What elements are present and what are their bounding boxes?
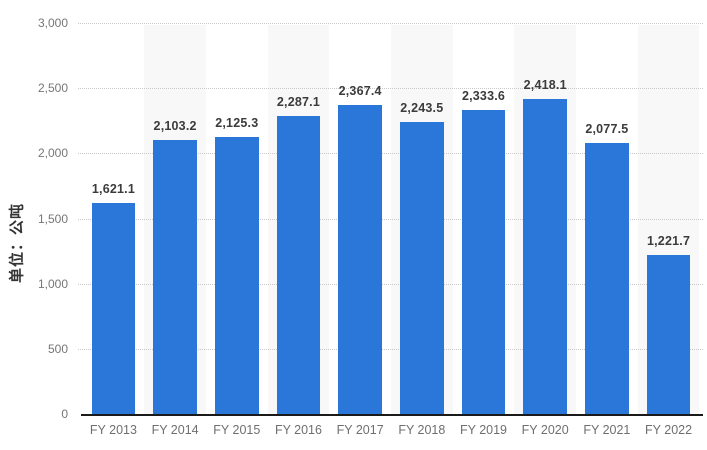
- y-tick-label: 3,000: [37, 16, 68, 30]
- y-tick-label: 0: [61, 407, 68, 421]
- bar[interactable]: [153, 139, 197, 414]
- y-tick-label: 1,500: [37, 211, 68, 226]
- bar[interactable]: [276, 115, 321, 414]
- value-label: 2,077.5: [585, 122, 629, 137]
- value-label: 2,333.6: [461, 88, 506, 103]
- value-label: 1,621.1: [91, 181, 135, 196]
- y-tick-label: 1,000: [37, 276, 68, 291]
- x-tick-label: FY 2019: [459, 423, 508, 437]
- bar[interactable]: [646, 254, 691, 414]
- bar[interactable]: [338, 105, 382, 414]
- grid-line: [78, 88, 703, 90]
- bar[interactable]: [215, 137, 259, 414]
- value-label: 2,125.3: [215, 116, 259, 130]
- value-label: 2,287.1: [276, 94, 321, 109]
- value-label: 1,221.7: [646, 233, 691, 248]
- y-tick-label: 2,000: [37, 146, 68, 161]
- value-label: 2,243.5: [400, 100, 444, 115]
- grid-line: [78, 23, 703, 24]
- grid-line: [78, 153, 703, 155]
- x-axis-line: [81, 414, 703, 416]
- x-tick-label: FY 2018: [398, 423, 446, 437]
- grid-line: [78, 348, 703, 350]
- value-label: 2,103.2: [153, 118, 197, 133]
- y-tick-label: 500: [47, 341, 68, 356]
- x-tick-label: FY 2013: [89, 423, 137, 437]
- x-tick-label: FY 2021: [583, 423, 631, 437]
- grid-line: [78, 283, 703, 285]
- x-tick-label: FY 2020: [521, 423, 569, 437]
- grid-line: [78, 218, 703, 220]
- value-label: 2,367.4: [338, 84, 382, 99]
- value-label: 2,418.1: [523, 77, 567, 92]
- bar[interactable]: [400, 121, 444, 414]
- bar[interactable]: [585, 143, 629, 414]
- x-tick-label: FY 2017: [336, 423, 384, 437]
- bar[interactable]: [523, 98, 567, 414]
- x-tick-label: FY 2015: [213, 423, 261, 437]
- x-tick-label: FY 2014: [151, 423, 199, 437]
- x-tick-label: FY 2022: [645, 423, 693, 437]
- y-tick-label: 2,500: [37, 81, 68, 96]
- bar[interactable]: [91, 202, 136, 414]
- x-tick-label: FY 2016: [274, 423, 322, 437]
- bar[interactable]: [461, 109, 506, 414]
